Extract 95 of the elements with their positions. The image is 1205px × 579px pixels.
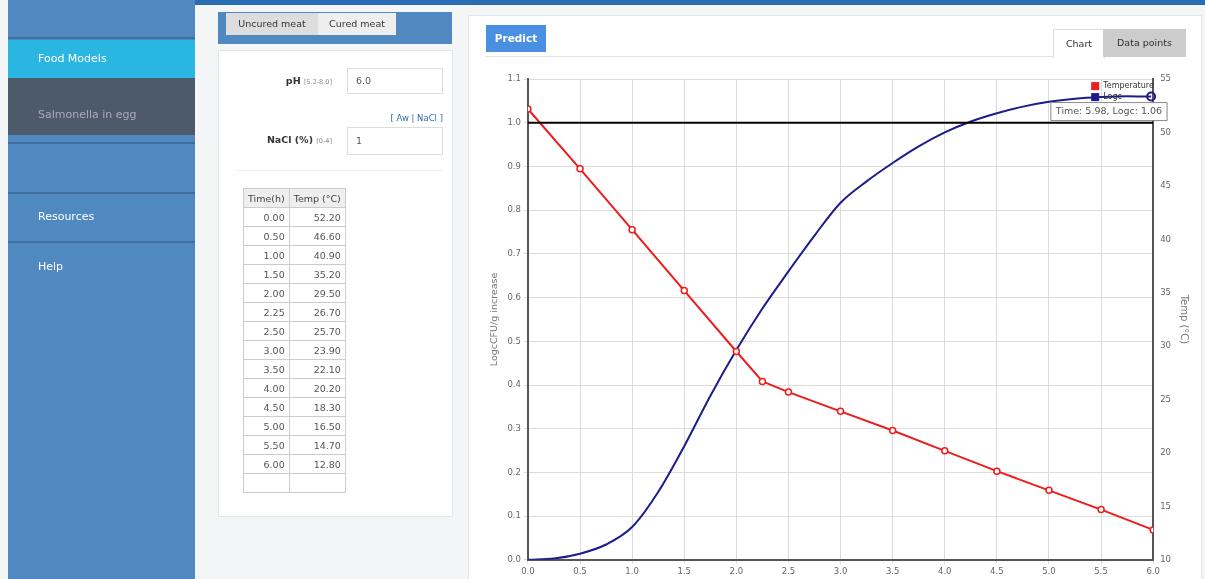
point <box>1045 486 1053 495</box>
annotation: Time: 5.98, Logc: 1.06 <box>1054 105 1163 117</box>
y2-tick-label: 25 <box>1160 393 1172 404</box>
text: 2.50 <box>243 321 290 341</box>
y2-tick-label: 50 <box>1160 126 1172 137</box>
text: NaCl (%) <box>266 134 313 145</box>
text: 1 <box>347 127 443 155</box>
text: 3.50 <box>243 359 290 379</box>
text: 6.00 <box>243 454 290 474</box>
point <box>888 426 897 435</box>
y2-tick-label: 30 <box>1160 340 1172 351</box>
x-tick-label: 1.5 <box>677 566 691 577</box>
point <box>1097 505 1105 514</box>
x-tick-label: 4.5 <box>990 566 1004 577</box>
text: 23.90 <box>289 340 346 360</box>
y-tick-label: 0.4 <box>507 379 521 390</box>
text: 0.50 <box>243 226 290 246</box>
text: Salmonella in egg <box>37 108 138 121</box>
text: 14.70 <box>289 435 346 455</box>
text: 0.00 <box>243 207 290 227</box>
text: Uncured meat <box>226 13 318 35</box>
y-tick-label: 0.1 <box>507 510 521 521</box>
x-tick-label: 6.0 <box>1146 566 1160 577</box>
text: 22.10 <box>289 359 346 379</box>
y-tick-label: 0.2 <box>507 466 521 477</box>
y2-tick-label: 35 <box>1160 286 1172 297</box>
text: Data points <box>1117 37 1172 48</box>
text: 29.50 <box>289 283 346 303</box>
y-tick-label: 0.8 <box>507 204 521 215</box>
text: 5.00 <box>243 416 290 436</box>
x-tick-label: 0.5 <box>573 566 587 577</box>
text: Help <box>37 260 65 273</box>
point <box>680 286 688 295</box>
text: Time(h) <box>243 188 290 208</box>
text: [ Aw | NaCl ] <box>389 113 443 123</box>
text: 25.70 <box>289 321 346 341</box>
point <box>836 407 845 416</box>
text: Food Models <box>8 40 195 78</box>
y2-axis-title: Temp (°C) <box>1179 293 1191 345</box>
text: 52.20 <box>289 207 346 227</box>
text: 40.90 <box>289 245 346 265</box>
text: 35.20 <box>289 264 346 284</box>
y-tick-label: 0.5 <box>507 335 521 346</box>
y2-tick-label: 45 <box>1160 180 1172 191</box>
y2-tick-label: 40 <box>1160 233 1172 244</box>
text: 4.50 <box>243 397 290 417</box>
y-tick-label: 0.7 <box>507 248 521 259</box>
text: 5.50 <box>243 435 290 455</box>
y2-tick-label: 55 <box>1160 73 1172 84</box>
text: Cured meat <box>318 13 396 35</box>
point <box>941 447 949 455</box>
y-tick-label: 0.6 <box>507 291 521 302</box>
y-tick-label: 1.0 <box>507 117 521 127</box>
text: 2.25 <box>243 302 290 322</box>
legend-label: Logc <box>1103 92 1122 102</box>
y-tick-label: 0.3 <box>507 422 521 433</box>
point <box>628 225 636 234</box>
text: 46.60 <box>289 226 346 246</box>
x-tick-label: 3.0 <box>833 566 848 577</box>
x-tick-label: 4.0 <box>938 566 952 577</box>
x-tick-label: 5.0 <box>1042 566 1056 577</box>
text: 16.50 <box>289 416 346 436</box>
y2-tick-label: 10 <box>1160 554 1172 564</box>
point <box>758 377 767 386</box>
text: Predict <box>494 32 538 44</box>
text: 1.00 <box>243 245 290 265</box>
text: 1.50 <box>243 264 290 284</box>
y-axis-title: LogcCFU/g increase <box>488 272 500 367</box>
text: Resources <box>37 210 96 223</box>
x-tick-label: 5.5 <box>1094 566 1108 577</box>
x-tick-label: 1.0 <box>625 566 639 577</box>
x-tick-label: 3.5 <box>885 566 900 577</box>
text: Chart <box>1065 38 1093 49</box>
point <box>732 347 741 356</box>
text: 6.0 <box>347 68 443 94</box>
text: 4.00 <box>243 378 290 398</box>
text: Temp (°C) <box>289 188 346 208</box>
text: 12.80 <box>289 454 346 474</box>
x-tick-label: 2.5 <box>781 566 796 577</box>
text: 3.00 <box>243 340 290 360</box>
point <box>576 165 584 173</box>
text: pH <box>285 75 301 86</box>
y-tick-label: 0.0 <box>507 554 521 564</box>
x-tick-label: 0.0 <box>521 566 535 577</box>
y2-tick-label: 15 <box>1160 500 1172 511</box>
x-tick-label: 2.0 <box>729 566 744 577</box>
point <box>993 467 1001 475</box>
text: 20.20 <box>289 378 346 398</box>
point <box>784 388 793 396</box>
text: 18.30 <box>289 397 346 417</box>
y2-tick-label: 20 <box>1160 447 1172 458</box>
text: 2.00 <box>243 283 290 303</box>
y-tick-label: 0.9 <box>507 160 521 171</box>
text: 26.70 <box>289 302 346 322</box>
y-tick-label: 1.1 <box>507 73 521 84</box>
